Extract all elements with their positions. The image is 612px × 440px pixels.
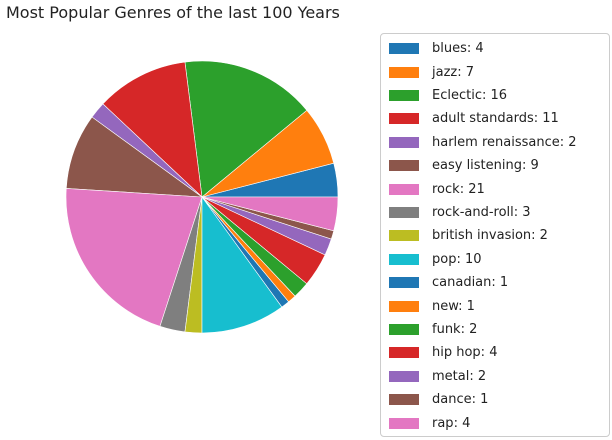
legend-label: rap: 4 [432, 415, 471, 431]
pie-slice-rap [201, 196, 339, 232]
pie-slice-adult-standards [102, 61, 203, 198]
legend-swatch [389, 136, 419, 148]
legend-item: adult standards: 11 [389, 107, 559, 130]
legend-label: funk: 2 [432, 321, 478, 337]
legend-label: metal: 2 [432, 368, 487, 384]
legend-swatch [389, 89, 419, 101]
legend-label: dance: 1 [432, 392, 489, 408]
pie-slice-rock [65, 188, 203, 327]
legend-item: easy listening: 9 [389, 154, 539, 177]
legend-label: Eclectic: 16 [432, 87, 508, 103]
legend-swatch [389, 206, 419, 218]
legend-label: easy listening: 9 [432, 158, 539, 174]
legend-swatch [389, 394, 419, 406]
legend-swatch [389, 347, 419, 359]
legend-label: jazz: 7 [432, 64, 475, 80]
legend-swatch [389, 113, 419, 125]
legend-item: rap: 4 [389, 411, 470, 434]
legend-swatch [389, 183, 419, 195]
chart-legend: blues: 4 jazz: 7 Eclectic: 16 adult standar… [380, 33, 610, 437]
legend-swatch [389, 253, 419, 265]
legend-label: british invasion: 2 [432, 228, 548, 244]
pie-chart [65, 60, 339, 334]
legend-swatch [389, 43, 419, 55]
legend-item: hip hop: 4 [389, 341, 497, 364]
legend-swatch [389, 230, 419, 242]
legend-label: hip hop: 4 [432, 345, 498, 361]
legend-item: blues: 4 [389, 37, 484, 60]
chart-title: Most Popular Genres of the last 100 Year… [6, 3, 340, 22]
legend-label: pop: 10 [432, 251, 482, 267]
legend-swatch [389, 417, 419, 429]
legend-item: canadian: 1 [389, 271, 508, 294]
legend-item: rock-and-roll: 3 [389, 201, 531, 224]
legend-label: rock-and-roll: 3 [432, 204, 531, 220]
legend-swatch [389, 323, 419, 335]
legend-label: new: 1 [432, 298, 475, 314]
legend-item: metal: 2 [389, 365, 486, 388]
legend-label: rock: 21 [432, 181, 485, 197]
legend-item: Eclectic: 16 [389, 84, 507, 107]
legend-item: dance: 1 [389, 388, 488, 411]
legend-swatch [389, 66, 419, 78]
legend-item: new: 1 [389, 294, 475, 317]
legend-swatch [389, 370, 419, 382]
legend-item: british invasion: 2 [389, 224, 548, 247]
legend-swatch [389, 277, 419, 289]
legend-swatch [389, 300, 419, 312]
legend-label: harlem renaissance: 2 [432, 134, 577, 150]
legend-label: canadian: 1 [432, 275, 509, 291]
pie-slice-eclectic [184, 60, 308, 198]
legend-swatch [389, 160, 419, 172]
legend-item: rock: 21 [389, 177, 485, 200]
pie-slice-pop [201, 196, 283, 334]
legend-item: jazz: 7 [389, 60, 474, 83]
legend-item: pop: 10 [389, 248, 482, 271]
legend-label: adult standards: 11 [432, 111, 559, 127]
legend-item: funk: 2 [389, 318, 477, 341]
legend-label: blues: 4 [432, 41, 484, 57]
legend-item: harlem renaissance: 2 [389, 131, 577, 154]
